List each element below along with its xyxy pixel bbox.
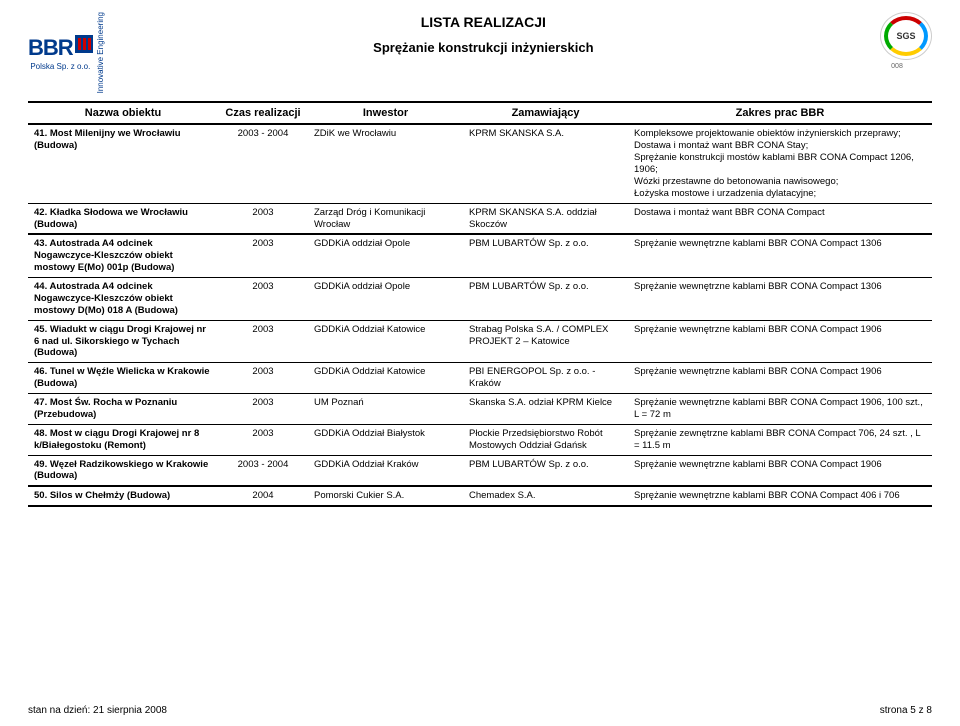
- table-row: 45. Wiadukt w ciągu Drogi Krajowej nr 6 …: [28, 320, 932, 363]
- col-inwestor: Inwestor: [308, 102, 463, 124]
- logo-left: BBR Polska Sp. z o.o. Innovative Enginee…: [28, 12, 105, 93]
- cell-czas: 2003: [218, 234, 308, 277]
- cell-zamawiajacy: Skanska S.A. odział KPRM Kielce: [463, 394, 628, 425]
- cell-czas: 2003: [218, 203, 308, 234]
- cell-inwestor: GDDKiA Oddział Katowice: [308, 320, 463, 363]
- cell-zakres: Sprężanie wewnętrzne kablami BBR CONA Co…: [628, 486, 932, 506]
- cell-inwestor: Pomorski Cukier S.A.: [308, 486, 463, 506]
- table-row: 46. Tunel w Węźle Wielicka w Krakowie (B…: [28, 363, 932, 394]
- logo-vertical-text: Innovative Engineering: [97, 12, 105, 93]
- table-row: 49. Węzeł Radzikowskiego w Krakowie (Bud…: [28, 455, 932, 486]
- table-row: 41. Most Milenijny we Wrocławiu (Budowa)…: [28, 124, 932, 203]
- cell-nazwa: 47. Most Św. Rocha w Poznaniu (Przebudow…: [28, 394, 218, 425]
- cell-inwestor: GDDKiA Oddział Białystok: [308, 424, 463, 455]
- cell-zakres: Sprężanie wewnętrzne kablami BBR CONA Co…: [628, 394, 932, 425]
- header: BBR Polska Sp. z o.o. Innovative Enginee…: [28, 12, 932, 93]
- cell-zamawiajacy: PBM LUBARTÓW Sp. z o.o.: [463, 455, 628, 486]
- cell-zamawiajacy: PBM LUBARTÓW Sp. z o.o.: [463, 278, 628, 321]
- footer-page: strona 5 z 8: [880, 705, 932, 716]
- cell-nazwa: 44. Autostrada A4 odcinek Nogawczyce-Kle…: [28, 278, 218, 321]
- titles: LISTA REALIZACJI Sprężanie konstrukcji i…: [105, 12, 862, 55]
- cell-zamawiajacy: Strabag Polska S.A. / COMPLEX PROJEKT 2 …: [463, 320, 628, 363]
- realizations-table: Nazwa obiektu Czas realizacji Inwestor Z…: [28, 101, 932, 507]
- cell-nazwa: 45. Wiadukt w ciągu Drogi Krajowej nr 6 …: [28, 320, 218, 363]
- cell-nazwa: 42. Kładka Słodowa we Wrocławiu (Budowa): [28, 203, 218, 234]
- cell-inwestor: GDDKiA Oddział Katowice: [308, 363, 463, 394]
- cell-czas: 2003 - 2004: [218, 455, 308, 486]
- cell-zamawiajacy: PBI ENERGOPOL Sp. z o.o. - Kraków: [463, 363, 628, 394]
- cell-czas: 2003: [218, 278, 308, 321]
- footer: stan na dzień: 21 sierpnia 2008 strona 5…: [28, 705, 932, 716]
- cell-czas: 2003: [218, 424, 308, 455]
- cell-inwestor: Zarząd Dróg i Komunikacji Wrocław: [308, 203, 463, 234]
- page-title: LISTA REALIZACJI: [105, 14, 862, 30]
- cell-zamawiajacy: KPRM SKANSKA S.A. oddział Skoczów: [463, 203, 628, 234]
- cell-zamawiajacy: Chemadex S.A.: [463, 486, 628, 506]
- cell-czas: 2003 - 2004: [218, 124, 308, 203]
- badge-number: 008: [862, 63, 932, 70]
- cell-czas: 2003: [218, 363, 308, 394]
- cell-nazwa: 49. Węzeł Radzikowskiego w Krakowie (Bud…: [28, 455, 218, 486]
- cell-inwestor: GDDKiA oddział Opole: [308, 234, 463, 277]
- cell-nazwa: 46. Tunel w Węźle Wielicka w Krakowie (B…: [28, 363, 218, 394]
- table-row: 50. Silos w Chełmży (Budowa)2004Pomorski…: [28, 486, 932, 506]
- cell-nazwa: 48. Most w ciągu Drogi Krajowej nr 8 k/B…: [28, 424, 218, 455]
- col-czas: Czas realizacji: [218, 102, 308, 124]
- col-nazwa: Nazwa obiektu: [28, 102, 218, 124]
- cell-inwestor: GDDKiA Oddział Kraków: [308, 455, 463, 486]
- logo-right: SGS 008: [862, 12, 932, 70]
- table-header-row: Nazwa obiektu Czas realizacji Inwestor Z…: [28, 102, 932, 124]
- cell-zakres: Dostawa i montaż want BBR CONA Compact: [628, 203, 932, 234]
- table-row: 47. Most Św. Rocha w Poznaniu (Przebudow…: [28, 394, 932, 425]
- col-zamawiajacy: Zamawiający: [463, 102, 628, 124]
- cell-zakres: Sprężanie wewnętrzne kablami BBR CONA Co…: [628, 320, 932, 363]
- cell-zakres: Sprężanie wewnętrzne kablami BBR CONA Co…: [628, 363, 932, 394]
- cell-nazwa: 50. Silos w Chełmży (Budowa): [28, 486, 218, 506]
- cell-inwestor: GDDKiA oddział Opole: [308, 278, 463, 321]
- cell-czas: 2004: [218, 486, 308, 506]
- table-row: 44. Autostrada A4 odcinek Nogawczyce-Kle…: [28, 278, 932, 321]
- footer-date: stan na dzień: 21 sierpnia 2008: [28, 705, 167, 716]
- cell-zakres: Sprężanie wewnętrzne kablami BBR CONA Co…: [628, 278, 932, 321]
- cell-nazwa: 43. Autostrada A4 odcinek Nogawczyce-Kle…: [28, 234, 218, 277]
- cell-inwestor: UM Poznań: [308, 394, 463, 425]
- cell-czas: 2003: [218, 394, 308, 425]
- page-subtitle: Sprężanie konstrukcji inżynierskich: [105, 40, 862, 55]
- cell-czas: 2003: [218, 320, 308, 363]
- cell-zakres: Sprężanie wewnętrzne kablami BBR CONA Co…: [628, 234, 932, 277]
- cell-zamawiajacy: PBM LUBARTÓW Sp. z o.o.: [463, 234, 628, 277]
- cell-zamawiajacy: KPRM SKANSKA S.A.: [463, 124, 628, 203]
- cell-zakres: Kompleksowe projektowanie obiektów inżyn…: [628, 124, 932, 203]
- sgs-badge-icon: SGS: [880, 12, 932, 60]
- logo-bbr: BBR: [28, 35, 93, 61]
- table-row: 43. Autostrada A4 odcinek Nogawczyce-Kle…: [28, 234, 932, 277]
- cell-zamawiajacy: Płockie Przedsiębiorstwo Robót Mostowych…: [463, 424, 628, 455]
- cell-nazwa: 41. Most Milenijny we Wrocławiu (Budowa): [28, 124, 218, 203]
- table-row: 42. Kładka Słodowa we Wrocławiu (Budowa)…: [28, 203, 932, 234]
- logo-subtext: Polska Sp. z o.o.: [30, 62, 90, 71]
- cell-zakres: Sprężanie wewnętrzne kablami BBR CONA Co…: [628, 455, 932, 486]
- table-row: 48. Most w ciągu Drogi Krajowej nr 8 k/B…: [28, 424, 932, 455]
- col-zakres: Zakres prac BBR: [628, 102, 932, 124]
- cell-zakres: Sprężanie zewnętrzne kablami BBR CONA Co…: [628, 424, 932, 455]
- cell-inwestor: ZDiK we Wrocławiu: [308, 124, 463, 203]
